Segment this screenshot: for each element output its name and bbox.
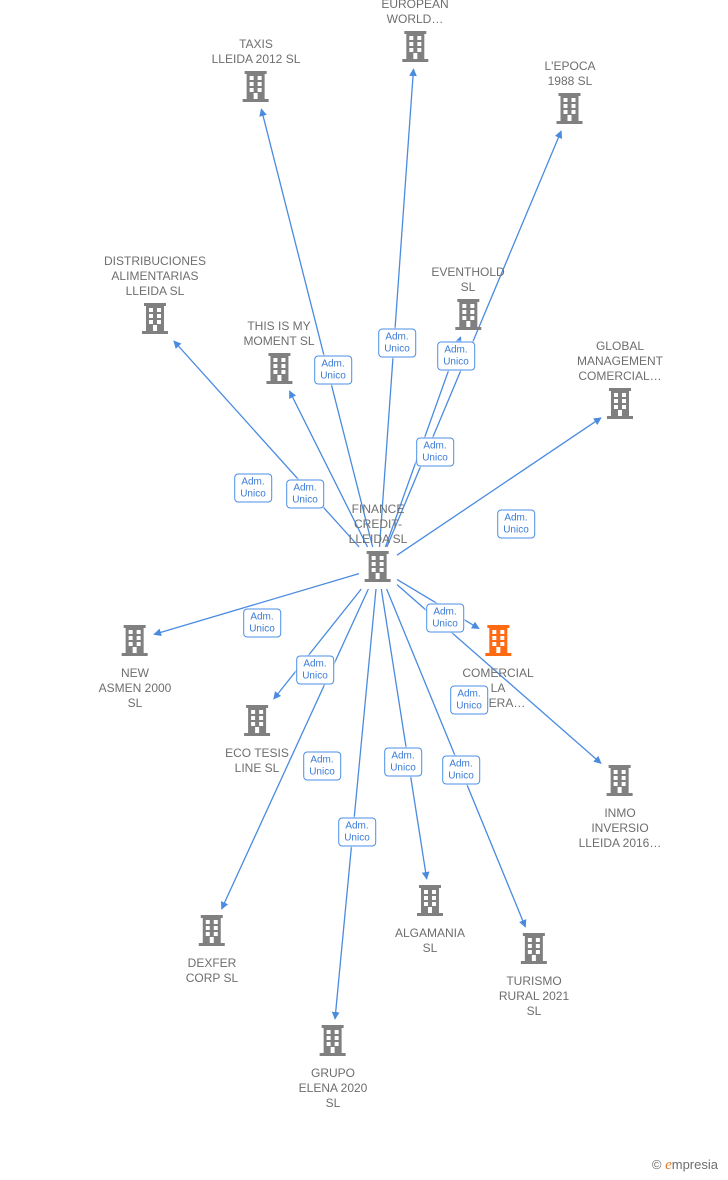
node-label: DISTRIBUCIONES ALIMENTARIAS LLEIDA SL (104, 254, 206, 299)
building-icon (519, 952, 549, 969)
building-icon (483, 644, 513, 661)
building-icon (605, 407, 635, 424)
node-label: DEXFER CORP SL (186, 956, 238, 986)
node-label: FINANCE CREDIT- LLEIDA SL (349, 502, 408, 547)
building-icon (241, 90, 271, 107)
edge-label: Adm. Unico (384, 748, 422, 777)
copyright: © empresia (652, 1157, 718, 1174)
building-icon (140, 322, 170, 339)
node-label: EVENTHOLD SL (431, 265, 504, 295)
node-global-european-world[interactable]: GLOBAL EUROPEAN WORLD… (381, 0, 448, 68)
edge-label: Adm. Unico (296, 656, 334, 685)
brand-rest: mpresia (672, 1157, 718, 1172)
brand-first-letter: e (665, 1157, 672, 1173)
node-distribuciones-alimentarias-lleida[interactable]: DISTRIBUCIONES ALIMENTARIAS LLEIDA SL (104, 254, 206, 340)
node-algamania[interactable]: ALGAMANIA SL (395, 883, 465, 956)
building-icon (197, 934, 227, 951)
node-grupo-elena-2020[interactable]: GRUPO ELENA 2020 SL (299, 1023, 368, 1111)
edge-label: Adm. Unico (286, 480, 324, 509)
node-label: NEW ASMEN 2000 SL (99, 666, 172, 711)
edges-layer (0, 0, 728, 1180)
node-label: GRUPO ELENA 2020 SL (299, 1066, 368, 1111)
building-icon (318, 1044, 348, 1061)
node-label: ALGAMANIA SL (395, 926, 465, 956)
node-eventhold[interactable]: EVENTHOLD SL (431, 265, 504, 336)
edge-label: Adm. Unico (442, 756, 480, 785)
building-icon (363, 570, 393, 587)
building-icon (555, 112, 585, 129)
edge-label: Adm. Unico (378, 329, 416, 358)
node-label: GLOBAL MANAGEMENT COMERCIAL… (577, 339, 663, 384)
edge-label: Adm. Unico (234, 474, 272, 503)
node-label: L'EPOCA 1988 SL (545, 59, 596, 89)
node-label: TAXIS LLEIDA 2012 SL (212, 37, 301, 67)
building-icon (453, 318, 483, 335)
node-eco-tesis-line[interactable]: ECO TESIS LINE SL (225, 703, 289, 776)
edge-label: Adm. Unico (426, 604, 464, 633)
node-inmo-inversio-lleida-2016[interactable]: INMO INVERSIO LLEIDA 2016… (579, 763, 662, 851)
node-turismo-rural-2021[interactable]: TURISMO RURAL 2021 SL (499, 931, 569, 1019)
edge-line (335, 589, 376, 1019)
edge-label: Adm. Unico (416, 438, 454, 467)
copyright-symbol: © (652, 1157, 662, 1172)
node-new-asmen-2000[interactable]: NEW ASMEN 2000 SL (99, 623, 172, 711)
network-diagram: FINANCE CREDIT- LLEIDA SL TAXIS LLEIDA 2… (0, 0, 728, 1180)
node-lepoca-1988[interactable]: L'EPOCA 1988 SL (545, 59, 596, 130)
edge-line (379, 69, 413, 547)
node-taxis-lleida-2012[interactable]: TAXIS LLEIDA 2012 SL (212, 37, 301, 108)
building-icon (120, 644, 150, 661)
node-label: GLOBAL EUROPEAN WORLD… (381, 0, 448, 27)
building-icon (415, 904, 445, 921)
edge-label: Adm. Unico (437, 342, 475, 371)
node-label: INMO INVERSIO LLEIDA 2016… (579, 806, 662, 851)
building-icon (605, 784, 635, 801)
edge-label: Adm. Unico (450, 686, 488, 715)
node-this-is-my-moment[interactable]: THIS IS MY MOMENT SL (243, 319, 314, 390)
building-icon (264, 372, 294, 389)
node-label: ECO TESIS LINE SL (225, 746, 289, 776)
edge-label: Adm. Unico (497, 510, 535, 539)
edge-label: Adm. Unico (338, 818, 376, 847)
edge-label: Adm. Unico (314, 356, 352, 385)
edge-line (381, 589, 426, 879)
node-dexfer-corp[interactable]: DEXFER CORP SL (186, 913, 238, 986)
building-icon (400, 50, 430, 67)
node-label: TURISMO RURAL 2021 SL (499, 974, 569, 1019)
edge-label: Adm. Unico (303, 752, 341, 781)
node-label: THIS IS MY MOMENT SL (243, 319, 314, 349)
edge-label: Adm. Unico (243, 609, 281, 638)
node-global-management-comercial[interactable]: GLOBAL MANAGEMENT COMERCIAL… (577, 339, 663, 425)
node-finance-credit-lleida[interactable]: FINANCE CREDIT- LLEIDA SL (349, 502, 408, 588)
building-icon (242, 724, 272, 741)
